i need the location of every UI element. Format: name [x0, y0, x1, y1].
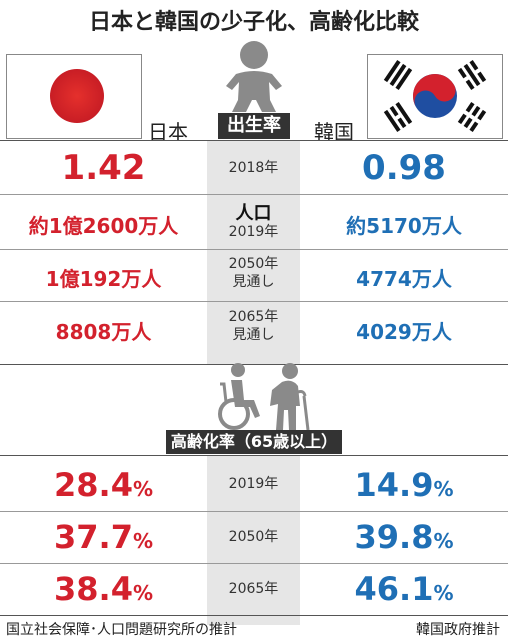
japan-aging-2065-value: 38.4 — [54, 570, 133, 608]
japan-flag-icon — [6, 54, 142, 139]
korea-aging-2065: 46.1% — [300, 570, 508, 608]
aging-rate-heading: 高齢化率（65歳以上） — [166, 430, 342, 454]
divider — [0, 455, 508, 456]
population-year-2050: 2050年 — [228, 256, 279, 272]
divider — [0, 615, 508, 616]
divider — [0, 301, 508, 302]
divider — [0, 140, 508, 141]
source-right: 韓国政府推計 — [416, 622, 500, 638]
aging-year-2019: 2019年 — [228, 476, 279, 492]
birth-rate-heading: 出生率 — [218, 113, 290, 139]
divider — [0, 364, 508, 365]
divider — [0, 563, 508, 564]
population-label: 人口 — [235, 203, 272, 224]
korea-aging-2065-value: 46.1 — [354, 570, 434, 608]
japan-population-2065: 8808万人 — [55, 320, 152, 344]
center-column — [207, 140, 300, 364]
divider — [0, 511, 508, 512]
korea-population-2019: 約5170万人 — [346, 214, 462, 238]
aging-year-2050: 2050年 — [228, 529, 279, 545]
baby-icon — [222, 38, 286, 114]
percent-unit: % — [132, 477, 153, 501]
divider — [0, 194, 508, 195]
korea-birth-rate: 0.98 — [362, 148, 446, 188]
center-column-aging — [207, 455, 300, 625]
japan-population-2050: 1億192万人 — [45, 267, 162, 291]
population-year-2065: 2065年 — [228, 309, 279, 325]
percent-unit: % — [132, 581, 153, 605]
korea-population-2065: 4029万人 — [356, 320, 452, 344]
japan-aging-2050: 37.7% — [0, 518, 207, 556]
japan-population-2019: 約1億2600万人 — [28, 214, 179, 238]
birth-rate-year: 2018年 — [228, 160, 279, 176]
percent-unit: % — [433, 581, 454, 605]
page-title: 日本と韓国の少子化、高齢化比較 — [88, 10, 419, 35]
japan-aging-2019: 28.4% — [0, 466, 207, 504]
percent-unit: % — [433, 477, 454, 501]
percent-unit: % — [433, 529, 454, 553]
japan-aging-2050-value: 37.7 — [54, 518, 133, 556]
korea-aging-2019: 14.9% — [300, 466, 508, 504]
korea-population-2050: 4774万人 — [356, 267, 452, 291]
japan-birth-rate: 1.42 — [61, 148, 146, 188]
korea-aging-2050-value: 39.8 — [354, 518, 434, 556]
korea-aging-2050: 39.8% — [300, 518, 508, 556]
divider — [0, 249, 508, 250]
korea-flag-icon — [367, 54, 503, 139]
population-forecast-2050: 見通し — [232, 274, 275, 290]
population-forecast-2065: 見通し — [232, 327, 275, 343]
japan-aging-2019-value: 28.4 — [54, 466, 133, 504]
japan-aging-2065: 38.4% — [0, 570, 207, 608]
aging-year-2065: 2065年 — [228, 581, 279, 597]
percent-unit: % — [132, 529, 153, 553]
korea-aging-2019-value: 14.9 — [354, 466, 434, 504]
source-left: 国立社会保障･人口問題研究所の推計 — [6, 622, 237, 638]
elderly-wheelchair-cane-icon — [204, 362, 314, 432]
population-year-2019: 2019年 — [228, 224, 279, 240]
